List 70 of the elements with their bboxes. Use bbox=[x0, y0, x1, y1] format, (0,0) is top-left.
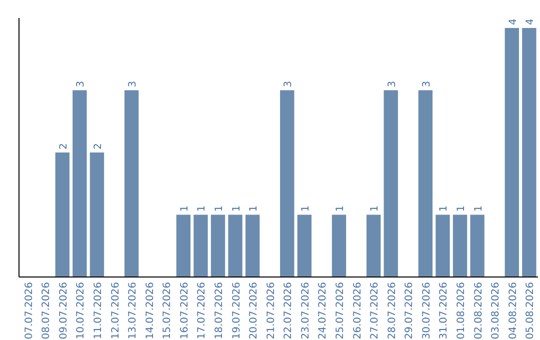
bar bbox=[124, 90, 139, 277]
x-tick-label: 24.07.2026 bbox=[318, 282, 329, 340]
x-tick-label: 05.08.2026 bbox=[525, 282, 536, 340]
x-tick-label: 19.07.2026 bbox=[231, 282, 242, 340]
data-label: 2 bbox=[92, 143, 104, 150]
data-label: 1 bbox=[335, 205, 346, 212]
x-tick-label: 10.07.2026 bbox=[76, 282, 87, 340]
data-label: 2 bbox=[58, 143, 70, 150]
data-label: 1 bbox=[196, 205, 208, 212]
x-tick-label: 26.07.2026 bbox=[352, 282, 364, 340]
x-tick-label: 13.07.2026 bbox=[128, 282, 139, 340]
data-label: 1 bbox=[214, 205, 225, 212]
bar bbox=[228, 214, 242, 277]
x-tick-label: 29.07.2026 bbox=[404, 282, 416, 340]
x-tick-label: 03.08.2026 bbox=[490, 282, 502, 340]
x-tick-label: 07.07.2026 bbox=[24, 282, 35, 340]
bar bbox=[280, 90, 294, 277]
bar bbox=[72, 90, 87, 277]
x-tick-label: 21.07.2026 bbox=[266, 282, 277, 340]
x-tick-label: 08.07.2026 bbox=[41, 282, 52, 340]
data-label: 1 bbox=[370, 205, 381, 212]
bar bbox=[522, 28, 536, 277]
bar bbox=[297, 214, 312, 277]
data-label: 3 bbox=[283, 80, 294, 88]
data-label: 3 bbox=[421, 80, 432, 88]
x-tick-label: 11.07.2026 bbox=[92, 282, 104, 340]
x-tick-label: 15.07.2026 bbox=[162, 282, 174, 340]
data-label: 1 bbox=[456, 205, 468, 212]
data-label: 1 bbox=[300, 205, 312, 212]
bar bbox=[470, 214, 484, 277]
bar bbox=[436, 214, 450, 277]
x-tick-label: 28.07.2026 bbox=[386, 282, 398, 340]
x-tick-label: 14.07.2026 bbox=[144, 282, 156, 340]
data-label: 1 bbox=[248, 205, 260, 212]
bar bbox=[418, 90, 433, 277]
x-tick-label: 01.08.2026 bbox=[456, 282, 468, 340]
x-tick-label: 09.07.2026 bbox=[58, 282, 70, 340]
bar bbox=[245, 214, 260, 277]
data-label: 1 bbox=[438, 205, 450, 212]
x-tick-label: 04.08.2026 bbox=[508, 282, 519, 340]
bar bbox=[452, 214, 468, 277]
bar bbox=[504, 28, 519, 277]
x-tick-label: 16.07.2026 bbox=[179, 282, 190, 340]
x-tick-label: 17.07.2026 bbox=[196, 282, 208, 340]
data-label: 4 bbox=[525, 18, 536, 25]
data-label: 1 bbox=[179, 205, 190, 212]
x-tick-label: 18.07.2026 bbox=[214, 282, 225, 340]
bar bbox=[384, 90, 398, 277]
bar bbox=[176, 214, 190, 277]
bar bbox=[90, 152, 104, 277]
data-label: 1 bbox=[473, 205, 484, 212]
x-tick-label: 31.07.2026 bbox=[438, 282, 450, 340]
x-tick-label: 25.07.2026 bbox=[335, 282, 346, 340]
bar bbox=[332, 214, 346, 277]
bar bbox=[210, 214, 226, 277]
data-label: 3 bbox=[76, 80, 87, 88]
x-tick-label: 22.07.2026 bbox=[283, 282, 294, 340]
x-tick-label: 02.08.2026 bbox=[473, 282, 484, 340]
x-tick-label: 27.07.2026 bbox=[370, 282, 381, 340]
x-tick-label: 23.07.2026 bbox=[300, 282, 312, 340]
x-tick-label: 30.07.2026 bbox=[421, 282, 432, 340]
bar bbox=[55, 152, 70, 277]
x-tick-label: 20.07.2026 bbox=[248, 282, 260, 340]
bar bbox=[366, 214, 381, 277]
data-label: 4 bbox=[508, 18, 519, 25]
data-label: 1 bbox=[231, 205, 242, 212]
bar bbox=[194, 214, 208, 277]
data-label: 3 bbox=[128, 80, 139, 88]
x-tick-label: 12.07.2026 bbox=[110, 282, 122, 340]
data-label: 3 bbox=[386, 80, 398, 88]
